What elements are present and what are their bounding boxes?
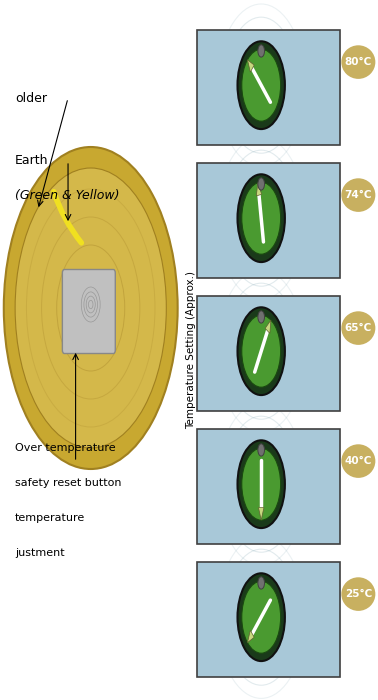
Circle shape <box>258 45 265 57</box>
Polygon shape <box>248 60 254 72</box>
Polygon shape <box>265 320 271 333</box>
Text: 74°C: 74°C <box>345 190 372 200</box>
FancyBboxPatch shape <box>197 561 340 678</box>
Circle shape <box>242 49 280 121</box>
Circle shape <box>237 174 285 262</box>
Circle shape <box>237 41 285 129</box>
Text: 40°C: 40°C <box>345 456 372 466</box>
Circle shape <box>242 315 280 387</box>
FancyBboxPatch shape <box>197 163 340 278</box>
Text: temperature: temperature <box>15 513 85 523</box>
Circle shape <box>4 147 178 469</box>
FancyBboxPatch shape <box>197 428 340 545</box>
Text: 80°C: 80°C <box>345 57 372 67</box>
Text: (Green & Yellow): (Green & Yellow) <box>15 190 119 202</box>
FancyBboxPatch shape <box>62 270 115 354</box>
Ellipse shape <box>341 312 375 345</box>
Polygon shape <box>259 508 264 520</box>
Circle shape <box>258 178 265 190</box>
Ellipse shape <box>341 46 375 79</box>
Ellipse shape <box>341 178 375 212</box>
Text: Over temperature: Over temperature <box>15 443 116 453</box>
Circle shape <box>242 581 280 653</box>
Text: 65°C: 65°C <box>345 323 372 333</box>
Text: 25°C: 25°C <box>345 589 372 599</box>
Circle shape <box>242 448 280 520</box>
Circle shape <box>258 311 265 323</box>
Polygon shape <box>248 630 254 643</box>
Text: older: older <box>15 92 47 104</box>
Text: justment: justment <box>15 548 65 558</box>
FancyBboxPatch shape <box>197 29 340 146</box>
Text: Earth: Earth <box>15 155 49 167</box>
Circle shape <box>15 168 166 448</box>
Polygon shape <box>256 183 262 196</box>
Text: Temperature Setting (Approx.): Temperature Setting (Approx.) <box>186 271 196 429</box>
Ellipse shape <box>341 444 375 478</box>
Circle shape <box>242 182 280 254</box>
Circle shape <box>237 573 285 661</box>
Circle shape <box>258 444 265 456</box>
FancyBboxPatch shape <box>197 295 340 412</box>
Circle shape <box>237 307 285 395</box>
Circle shape <box>258 577 265 589</box>
Circle shape <box>237 440 285 528</box>
Ellipse shape <box>341 578 375 611</box>
Text: safety reset button: safety reset button <box>15 478 122 488</box>
